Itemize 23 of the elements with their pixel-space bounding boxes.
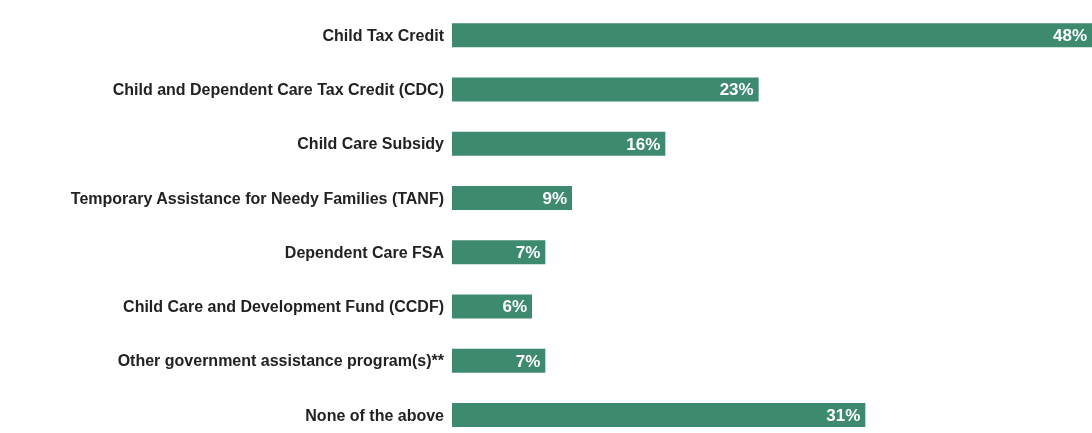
bar [452,348,546,373]
bar [452,402,866,427]
y-tick-label: Child Care and Development Fund (CCDF) [123,298,444,316]
data-label: 48% [1052,26,1087,46]
bar [452,240,546,265]
data-label: 6% [502,297,527,317]
data-label: 23% [719,80,754,100]
data-label: 9% [542,188,567,208]
y-tick-label: Dependent Care FSA [284,243,445,261]
y-tick-label: Temporary Assistance for Needy Families (TANF) [70,189,444,207]
y-tick-label: Child Tax Credit [322,26,445,44]
y-tick-label: Other government assistance program(s)** [117,352,445,370]
data-label: 31% [826,405,861,425]
data-label: 7% [515,351,541,371]
data-label: 16% [626,134,661,154]
bar [452,23,1092,48]
data-label: 7% [515,243,541,263]
y-tick-label: None of the above [305,406,445,424]
bar [452,185,572,210]
y-tick-label: Child and Dependent Care Tax Credit (CDC) [112,81,444,99]
bar [452,77,759,102]
y-tick-label: Child Care Subsidy [297,135,445,153]
bar [452,131,666,156]
